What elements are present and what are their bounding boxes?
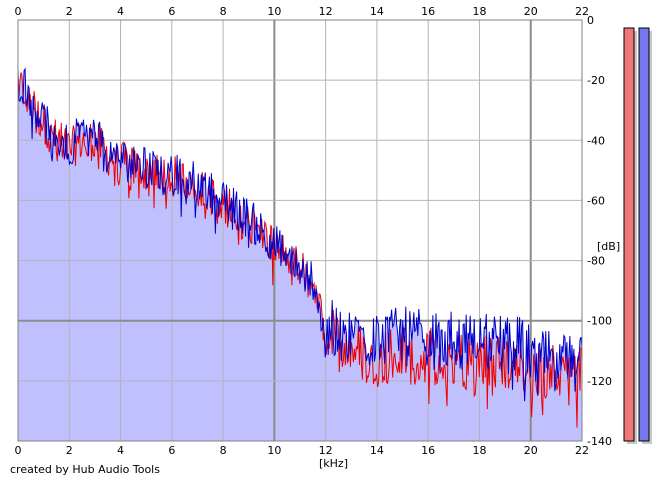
x-tick-label-bottom: 6 [168,444,175,457]
x-tick-label-bottom: 2 [66,444,73,457]
series-line-right [17,67,583,402]
x-tick-label-bottom: 18 [472,444,486,457]
x-tick-label-top: 22 [575,5,589,18]
y-tick-label: -140 [587,435,612,448]
y-tick-label: -120 [587,375,612,388]
x-tick-label-top: 20 [524,5,538,18]
x-tick-label-top: 0 [15,5,22,18]
y-tick-label: -40 [587,134,605,147]
x-tick-label-top: 16 [421,5,435,18]
x-tick-label-top: 14 [370,5,384,18]
y-tick-label: -100 [587,315,612,328]
y-tick-label: -60 [587,194,605,207]
x-tick-label-top: 12 [319,5,333,18]
y-axis-unit-label: [dB] [597,240,621,253]
x-tick-label-bottom: 4 [117,444,124,457]
plot-frame [17,19,583,442]
level-meter-right [638,27,650,442]
x-tick-label-bottom: 12 [319,444,333,457]
tick-labels: 002244668810101212141416161818202022220-… [15,5,612,457]
x-tick-label-top: 8 [220,5,227,18]
x-tick-label-bottom: 16 [421,444,435,457]
x-tick-label-top: 18 [472,5,486,18]
x-tick-label-top: 6 [168,5,175,18]
x-tick-label-bottom: 8 [220,444,227,457]
x-tick-label-top: 4 [117,5,124,18]
x-tick-label-bottom: 14 [370,444,384,457]
x-tick-label-bottom: 10 [267,444,281,457]
y-tick-label: -80 [587,255,605,268]
level-meters [623,27,652,444]
x-tick-label-bottom: 0 [15,444,22,457]
y-tick-label: 0 [587,14,594,27]
x-tick-label-top: 10 [267,5,281,18]
x-tick-label-bottom: 20 [524,444,538,457]
x-tick-label-bottom: 22 [575,444,589,457]
level-meter-left [623,27,635,442]
y-tick-label: -20 [587,74,605,87]
x-axis-unit-label: [kHz] [319,457,348,470]
x-tick-label-top: 2 [66,5,73,18]
series-lines [17,67,583,428]
credit-text: created by Hub Audio Tools [10,463,160,476]
